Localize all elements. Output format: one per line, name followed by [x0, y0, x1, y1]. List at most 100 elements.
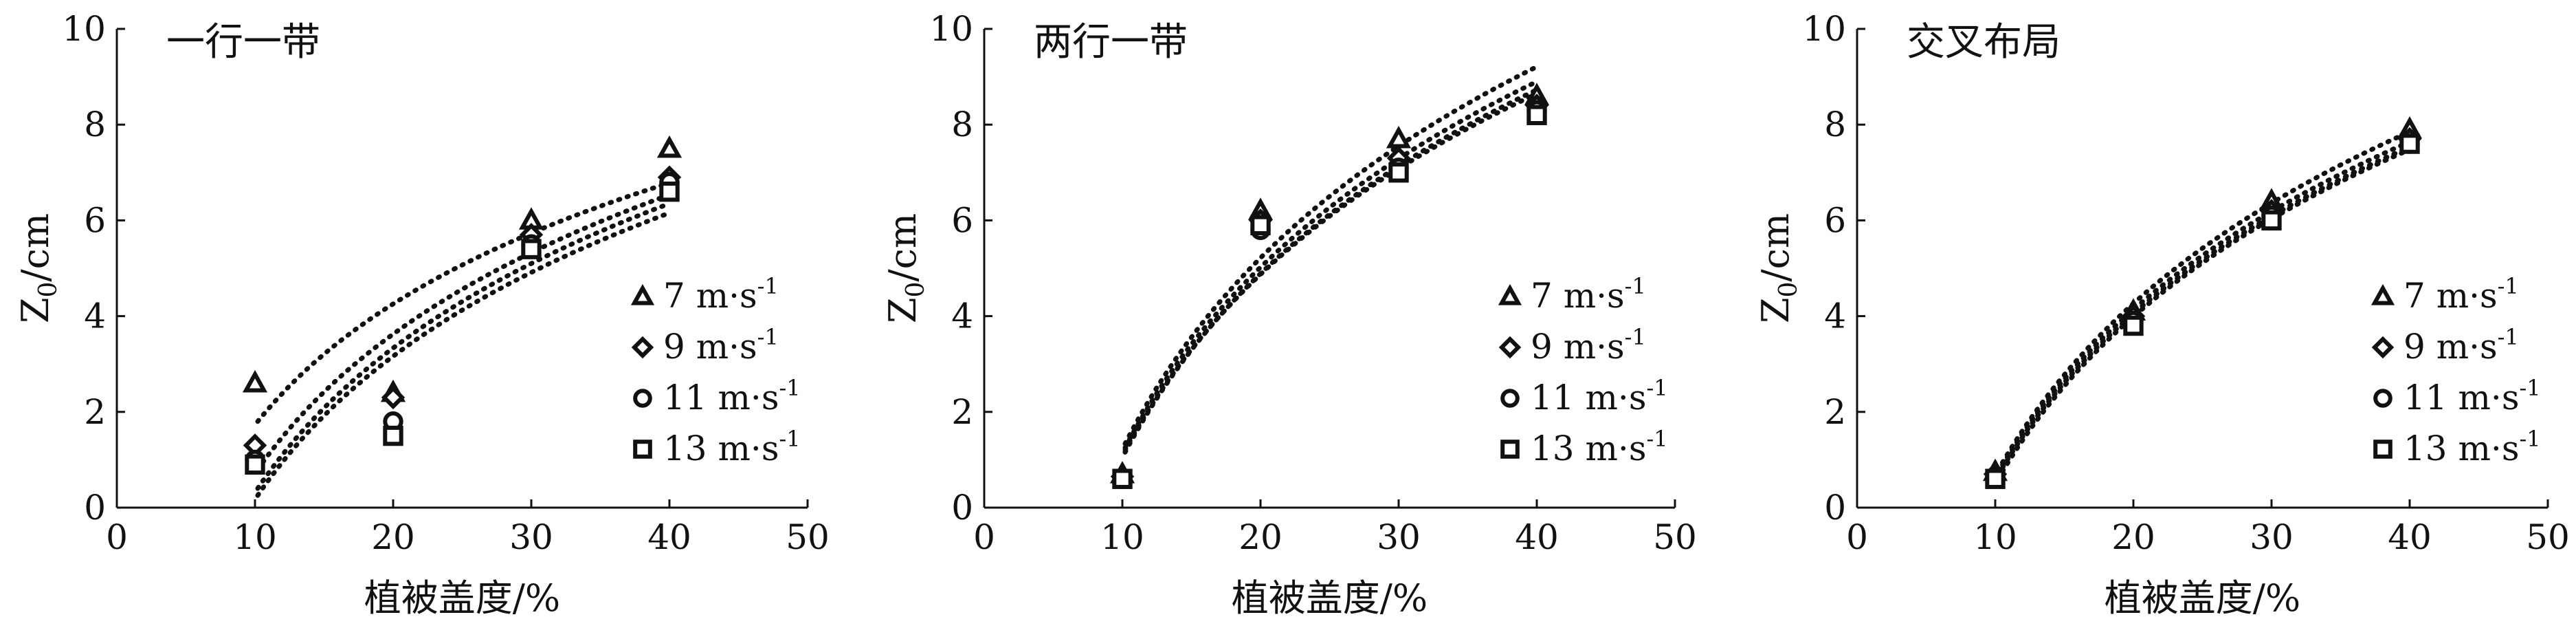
legend-label: 13 m·s-1 — [663, 426, 801, 468]
data-point-triangle — [242, 369, 268, 393]
trendline-triangle — [255, 180, 672, 424]
y-tick-label: 10 — [62, 9, 106, 49]
trendline-square — [255, 210, 672, 498]
y-axis-label: Z0/cm — [881, 213, 930, 323]
y-tick-label: 6 — [84, 200, 106, 240]
trendline-circle — [1995, 144, 2412, 478]
data-point-square — [1388, 162, 1409, 183]
x-axis-label: 植被盖度/% — [364, 576, 561, 620]
legend-marker-triangle — [1498, 283, 1522, 305]
y-tick-label: 8 — [1824, 105, 1846, 144]
y-tick-label: 2 — [1824, 392, 1846, 432]
legend-marker-circle — [2373, 389, 2392, 408]
data-point-square — [659, 181, 680, 202]
trendline-triangle — [1995, 129, 2412, 473]
legend-label: 9 m·s-1 — [2403, 324, 2519, 367]
x-tick-label: 20 — [1239, 517, 1283, 557]
legend-marker-circle — [1500, 389, 1520, 408]
data-point-square — [521, 239, 542, 259]
legend-marker-square — [633, 440, 652, 459]
data-point-triangle — [1386, 125, 1412, 149]
legend-label: 11 m·s-1 — [2403, 375, 2541, 418]
x-tick-label: 10 — [1973, 517, 2017, 557]
y-tick-label: 2 — [951, 392, 973, 432]
x-tick-label: 30 — [2250, 517, 2294, 557]
x-tick-label: 30 — [1377, 517, 1421, 557]
chart-panel-1: 0 2 4 6 8 10 0 10 20 30 40 50 植被盖度/% Z0/cm 一行一带 7 m·s-1… — [14, 9, 830, 620]
data-point-square — [383, 425, 403, 446]
trendline-circle — [1122, 87, 1540, 455]
y-tick-label: 8 — [84, 105, 106, 144]
legend-marker-triangle — [630, 283, 655, 305]
legend-label: 7 m·s-1 — [1531, 273, 1646, 316]
data-point-square — [1112, 468, 1133, 489]
legend-label: 7 m·s-1 — [2403, 273, 2519, 316]
x-axis-label: 植被盖度/% — [2105, 576, 2301, 620]
data-point-square — [2399, 133, 2420, 154]
x-tick-label: 0 — [973, 517, 995, 557]
y-tick-label: 10 — [1802, 9, 1846, 49]
y-tick-label: 4 — [951, 296, 973, 336]
y-tick-label: 2 — [84, 392, 106, 432]
data-point-square — [1250, 215, 1271, 236]
data-point-square — [245, 454, 265, 475]
y-tick-label: 4 — [1824, 296, 1846, 336]
chart-panel-2: 0 2 4 6 8 10 0 10 20 30 40 50 植被盖度/% Z0/cm 两行一带 7 m·s-1… — [881, 9, 1697, 620]
trendline-square — [1995, 147, 2412, 481]
legend-label: 11 m·s-1 — [1531, 375, 1668, 418]
legend-label: 9 m·s-1 — [663, 324, 779, 367]
legend-label: 7 m·s-1 — [663, 273, 779, 316]
x-tick-label: 10 — [1100, 517, 1144, 557]
x-tick-label: 0 — [1846, 517, 1868, 557]
y-tick-label: 10 — [929, 9, 973, 49]
trendline-diamond — [255, 192, 672, 472]
x-tick-label: 50 — [2526, 517, 2570, 557]
x-tick-label: 40 — [1515, 517, 1559, 557]
panel-title: 交叉布局 — [1907, 20, 2061, 65]
x-tick-label: 10 — [233, 517, 277, 557]
trendline-square — [1122, 91, 1540, 453]
x-axis-label: 植被盖度/% — [1232, 576, 1428, 620]
trendline-circle — [255, 201, 672, 491]
legend-label: 11 m·s-1 — [663, 375, 801, 418]
y-tick-label: 0 — [951, 488, 973, 528]
legend-marker-diamond — [631, 336, 654, 359]
y-axis-label: Z0/cm — [14, 213, 63, 323]
legend-marker-diamond — [2371, 336, 2395, 359]
trendline-triangle — [1122, 64, 1540, 446]
legend-label: 13 m·s-1 — [1531, 426, 1668, 468]
data-point-square — [1985, 468, 2006, 489]
panel-title: 两行一带 — [1034, 20, 1188, 65]
legend-marker-circle — [633, 389, 652, 408]
data-point-diamond — [381, 385, 406, 410]
legend-marker-square — [2373, 440, 2392, 459]
x-tick-label: 50 — [786, 517, 830, 557]
data-point-square — [1526, 105, 1547, 125]
x-tick-label: 20 — [371, 517, 415, 557]
x-tick-label: 30 — [509, 517, 553, 557]
legend-label: 9 m·s-1 — [1531, 324, 1646, 367]
chart-panel-3: 0 2 4 6 8 10 0 10 20 30 40 50 植被盖度/% Z0/cm 交叉布局 7 m·s-1… — [1754, 9, 2570, 620]
y-tick-label: 8 — [951, 105, 973, 144]
legend-marker-square — [1500, 440, 1520, 459]
y-tick-label: 6 — [1824, 200, 1846, 240]
legend-label: 13 m·s-1 — [2403, 426, 2541, 468]
legend-marker-diamond — [1498, 336, 1522, 359]
data-point-triangle — [656, 135, 682, 158]
x-tick-label: 50 — [1653, 517, 1697, 557]
x-tick-label: 40 — [2388, 517, 2432, 557]
x-tick-label: 0 — [106, 517, 128, 557]
data-point-square — [2261, 210, 2282, 231]
x-tick-label: 40 — [647, 517, 691, 557]
y-tick-label: 0 — [1824, 488, 1846, 528]
trendline-diamond — [1122, 79, 1540, 451]
x-tick-label: 20 — [2111, 517, 2155, 557]
trendline-diamond — [1995, 139, 2412, 475]
panel-title: 一行一带 — [166, 20, 320, 65]
legend-marker-triangle — [2370, 283, 2395, 305]
data-point-square — [2123, 315, 2144, 336]
y-tick-label: 6 — [951, 200, 973, 240]
y-tick-label: 4 — [84, 296, 106, 336]
